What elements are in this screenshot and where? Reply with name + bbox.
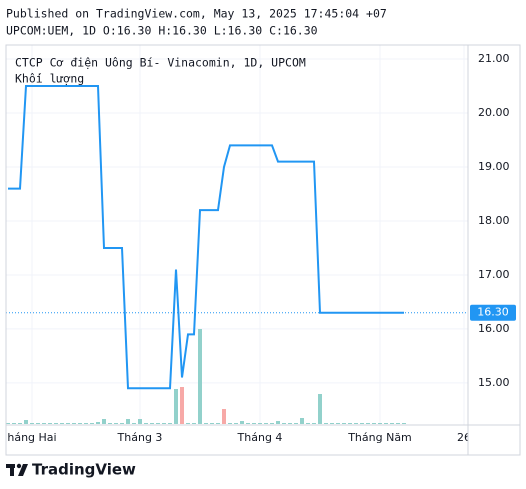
volume-bar: [198, 329, 202, 424]
volume-bar: [192, 423, 196, 424]
volume-bar: [354, 423, 358, 424]
price-line: [8, 85, 404, 390]
volume-bar: [54, 423, 58, 424]
plot: [6, 85, 468, 390]
y-tick-label: 18.00: [478, 214, 510, 227]
volume-bar: [216, 423, 220, 424]
volume-bar: [234, 423, 238, 424]
volume-bar: [156, 423, 160, 424]
volume-bar: [300, 418, 304, 424]
volume-bar: [90, 423, 94, 424]
volume-bar: [288, 423, 292, 424]
volume-bar: [48, 423, 52, 424]
chart-title: CTCP Cơ điện Uông Bí- Vinacomin, 1D, UPC…: [15, 56, 306, 70]
volume-bar: [78, 423, 82, 424]
volume-bar: [210, 423, 214, 424]
volume-bar: [114, 423, 118, 424]
volume-bar: [336, 423, 340, 424]
volume-bar: [246, 423, 250, 424]
volume-bar: [390, 423, 394, 424]
volume-bar: [186, 423, 190, 424]
volume-bar: [348, 423, 352, 424]
brand: TradingView: [32, 461, 136, 479]
volume-bar: [312, 423, 316, 424]
volume-bar: [318, 394, 322, 424]
volume-bar: [402, 423, 406, 424]
volume-bar: [18, 423, 22, 424]
volume-label: Khối lượng: [15, 72, 84, 86]
volume-bar: [108, 423, 112, 424]
volume-bar: [228, 423, 232, 424]
volume-bar: [6, 423, 10, 424]
x-tick-label: háng Hai: [7, 431, 56, 444]
volume-bar: [282, 423, 286, 424]
volume-bar: [138, 419, 142, 424]
volume-bar: [264, 423, 268, 424]
price-axis-panel: [468, 45, 520, 455]
volume-bar: [330, 423, 334, 424]
x-tick-label: 26: [457, 431, 471, 444]
grid: [6, 45, 468, 425]
volume-bars: [6, 329, 406, 424]
volume-bar: [204, 423, 208, 424]
volume-bar: [144, 423, 148, 424]
x-tick-label: Tháng Năm: [347, 431, 412, 444]
volume-bar: [42, 423, 46, 424]
volume-bar: [168, 423, 172, 424]
volume-bar: [342, 423, 346, 424]
y-tick-label: 21.00: [478, 52, 510, 65]
volume-bar: [162, 423, 166, 424]
volume-bar: [258, 423, 262, 424]
volume-bar: [84, 423, 88, 424]
volume-bar: [150, 423, 154, 424]
volume-bar: [24, 420, 28, 424]
volume-bar: [12, 423, 16, 424]
volume-bar: [120, 423, 124, 424]
volume-bar: [276, 421, 280, 424]
y-axis: 15.00 16.00 17.00 18.00 19.00 20.00 21.00: [478, 52, 510, 389]
volume-bar: [126, 419, 130, 424]
y-tick-label: 17.00: [478, 268, 510, 281]
volume-bar: [72, 423, 76, 424]
volume-bar: [366, 423, 370, 424]
x-tick-label: Tháng 4: [237, 431, 283, 444]
volume-bar: [384, 423, 388, 424]
volume-bar: [270, 423, 274, 424]
volume-bar: [36, 423, 40, 424]
x-tick-label: Tháng 3: [117, 431, 163, 444]
volume-bar: [306, 423, 310, 424]
volume-bar: [60, 423, 64, 424]
symbol-line: UPCOM:UEM, 1D O:16.30 H:16.30 L:16.30 C:…: [6, 24, 318, 38]
volume-bar: [132, 423, 136, 424]
volume-bar: [66, 423, 70, 424]
last-price-box: [470, 304, 516, 321]
last-price-label: 16.30: [477, 306, 509, 319]
logo: [6, 463, 28, 476]
volume-bar: [396, 423, 400, 424]
y-tick-label: 16.00: [478, 322, 510, 335]
volume-bar: [294, 423, 298, 424]
y-tick-label: 20.00: [478, 106, 510, 119]
volume-bar: [222, 409, 226, 424]
volume-bar: [180, 387, 184, 424]
volume-bar: [378, 423, 382, 424]
volume-bar: [96, 422, 100, 424]
volume-bar: [102, 419, 106, 424]
chart-frame: [5, 44, 521, 456]
volume-bar: [372, 423, 376, 424]
y-tick-label: 15.00: [478, 376, 510, 389]
volume-bar: [360, 423, 364, 424]
y-tick-label: 19.00: [478, 160, 510, 173]
volume-bar: [174, 389, 178, 424]
volume-bar: [240, 421, 244, 424]
published-line: Published on TradingView.com, May 13, 20…: [6, 7, 387, 21]
volume-bar: [30, 423, 34, 424]
volume-bar: [252, 423, 256, 424]
volume-bar: [324, 423, 328, 424]
x-axis: háng Hai Tháng 3 Tháng 4 Tháng Năm 26: [7, 431, 471, 444]
